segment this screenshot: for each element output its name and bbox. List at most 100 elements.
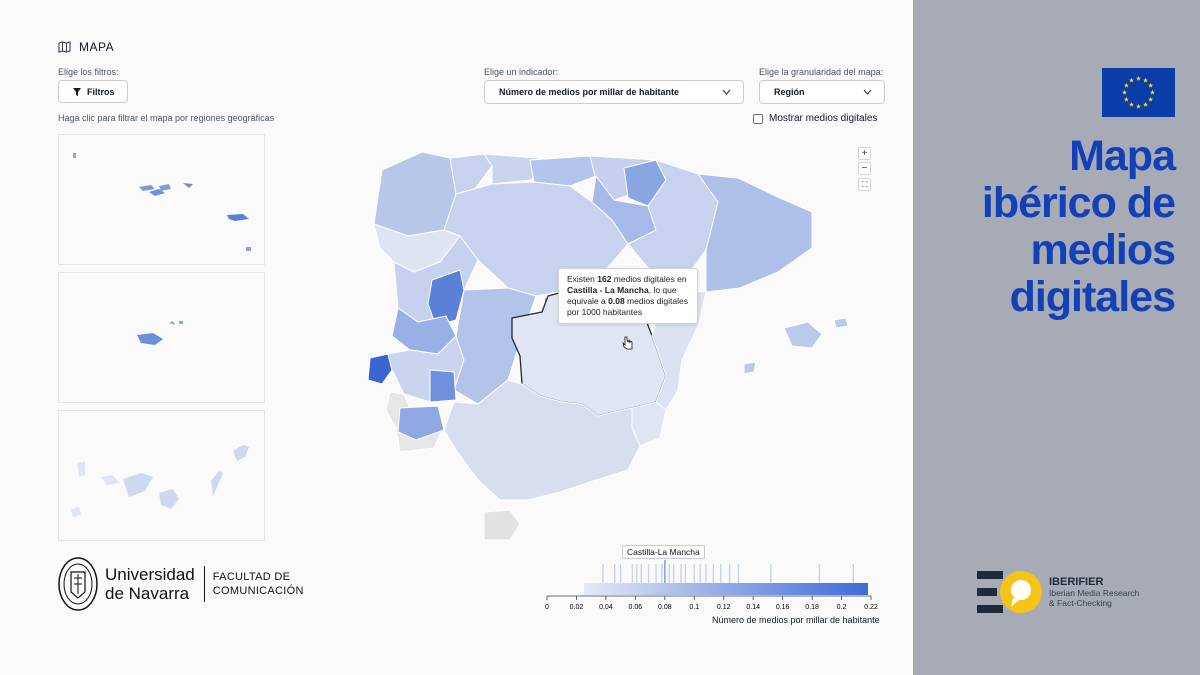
region-asturias[interactable] <box>449 153 493 195</box>
legend-tick-label: 0.12 <box>717 604 731 611</box>
island-tenerife[interactable] <box>123 473 153 497</box>
indicator-select[interactable]: Número de medios por millar de habitante <box>484 80 744 104</box>
logo-divider <box>203 566 205 602</box>
tooltip-ratio: 0.08 <box>608 296 625 306</box>
legend-tick-label: 0.08 <box>658 604 672 611</box>
region-andalucia[interactable] <box>443 379 641 501</box>
region-ibiza[interactable] <box>743 361 757 375</box>
island-lanzarote[interactable] <box>233 445 249 461</box>
iberifier-sub2: & Fact-Checking <box>1049 598 1112 608</box>
page-title-text: MAPA <box>79 40 115 54</box>
promo-title-line4: digitales <box>1009 273 1176 321</box>
tooltip-text: , lo que equivale a <box>567 285 677 306</box>
filters-button[interactable]: Filtros <box>58 80 128 103</box>
legend-title: Número de medios por millar de habitante <box>712 615 880 625</box>
legend-highlight-label: Castilla-La Mancha <box>622 545 705 559</box>
island-portosanto[interactable] <box>169 321 175 325</box>
island-saojorge[interactable] <box>183 183 193 188</box>
legend-ticks: 0 0.02 0.04 0.06 0.08 0.1 0.12 0.14 0.16 0.18 0.2 0… <box>545 596 878 611</box>
legend-tick-label: 0 <box>545 604 549 611</box>
island-pico[interactable] <box>159 184 171 191</box>
legend-tick-label: 0.04 <box>599 604 613 611</box>
inset-madeira[interactable] <box>58 272 265 403</box>
inset-canarias[interactable] <box>58 410 265 541</box>
region-paisvasco[interactable] <box>529 155 597 187</box>
eu-star-icon <box>1136 103 1141 109</box>
legend-scale[interactable]: 0 0.02 0.04 0.06 0.08 0.1 0.12 0.14 0.16 0.18 0.2 0… <box>540 560 890 615</box>
region-viseu[interactable] <box>427 269 465 327</box>
eu-star-icon <box>1143 77 1148 83</box>
island-flores[interactable] <box>73 153 76 158</box>
eu-star-icon <box>1148 96 1154 102</box>
inset-azores[interactable] <box>58 134 265 265</box>
region-cantabria[interactable] <box>483 153 539 185</box>
filters-hint: Haga clic para filtrar el mapa por regio… <box>58 113 275 123</box>
region-galicia[interactable] <box>373 151 457 237</box>
island-fuerteventura[interactable] <box>211 471 223 497</box>
legend-tick-label: 0.18 <box>805 604 819 611</box>
island-lagomera[interactable] <box>101 475 119 485</box>
region-badajoz[interactable] <box>429 369 457 403</box>
legend-tick-label: 0.02 <box>570 604 584 611</box>
promo-title-line1: Mapa <box>1069 132 1176 180</box>
tooltip-text: medios digitales por 1000 habitantes <box>567 296 688 317</box>
region-lisboa[interactable] <box>367 353 393 385</box>
region-ceuta[interactable] <box>483 509 521 541</box>
faculty-line1: FACULTAD DE <box>212 571 291 583</box>
tooltip-text: medios digitales en <box>611 274 687 284</box>
island-desertas[interactable] <box>179 321 183 324</box>
legend-gradient <box>584 583 868 595</box>
eu-star-icon <box>1122 89 1127 95</box>
faculty-line2: COMUNICACIÓN <box>212 585 304 597</box>
university-seal-icon <box>58 557 98 611</box>
iberifier-logo: IBERIFIER Iberian Media Research & Fact-… <box>977 567 1139 617</box>
digital-media-toggle[interactable]: Mostrar medios digitales <box>753 113 877 124</box>
zoom-out-button[interactable]: − <box>858 162 871 175</box>
canarias-map <box>71 445 249 517</box>
island-madeira[interactable] <box>137 333 163 345</box>
region-huelva[interactable] <box>397 405 445 441</box>
legend-tick-label: 0.2 <box>837 604 847 611</box>
eu-star-icon <box>1123 82 1129 88</box>
island-graciosa[interactable] <box>139 185 155 191</box>
tooltip-region: Castilla - La Mancha <box>567 285 649 295</box>
island-lapalma[interactable] <box>77 461 85 477</box>
digital-media-label: Mostrar medios digitales <box>769 113 878 124</box>
legend-distribution <box>602 560 855 583</box>
region-cataluna[interactable] <box>697 173 813 293</box>
region-mallorca[interactable] <box>783 321 823 349</box>
island-saomiguel[interactable] <box>227 214 249 221</box>
legend-tick-label: 0.22 <box>864 604 878 611</box>
fit-view-button[interactable]: ⛶ <box>858 178 871 191</box>
zoom-in-button[interactable]: + <box>858 147 871 160</box>
indicator-label: Elige un indicador: <box>484 67 559 77</box>
legend-tick-label: 0.16 <box>776 604 790 611</box>
island-grancanaria[interactable] <box>159 489 179 509</box>
filter-icon <box>73 87 81 96</box>
chevron-down-icon <box>722 89 731 95</box>
filters-label: Elige los filtros: <box>58 67 119 77</box>
iberia-map[interactable] <box>360 140 860 545</box>
chevron-down-icon <box>863 89 872 95</box>
map-app: MAPA Elige los filtros: Filtros Haga cli… <box>57 40 890 625</box>
azores-map <box>73 153 251 251</box>
digital-media-checkbox[interactable] <box>753 113 763 124</box>
island-elhierro[interactable] <box>71 507 81 517</box>
madeira-map <box>137 321 183 345</box>
iberifier-name: IBERIFIER <box>1049 576 1104 588</box>
promo-title-line2: ibérico de <box>981 179 1176 227</box>
granularity-label: Elige la granularidad del mapa: <box>759 67 884 77</box>
eu-star-icon <box>1123 96 1129 102</box>
eu-star-icon <box>1136 75 1141 81</box>
eu-flag-icon <box>1102 68 1175 117</box>
university-logo: Universidad de Navarra FACULTAD DE COMUN… <box>57 556 304 612</box>
eu-star-icon <box>1150 89 1155 95</box>
cursor-icon <box>622 336 633 350</box>
map-icon <box>58 41 71 53</box>
university-name-line2: de Navarra <box>105 584 190 603</box>
filters-button-label: Filtros <box>87 86 115 97</box>
island-santamaria[interactable] <box>246 247 251 251</box>
region-menorca[interactable] <box>833 317 849 329</box>
granularity-select[interactable]: Región <box>759 80 885 104</box>
iberifier-logo-icon <box>977 571 1042 613</box>
